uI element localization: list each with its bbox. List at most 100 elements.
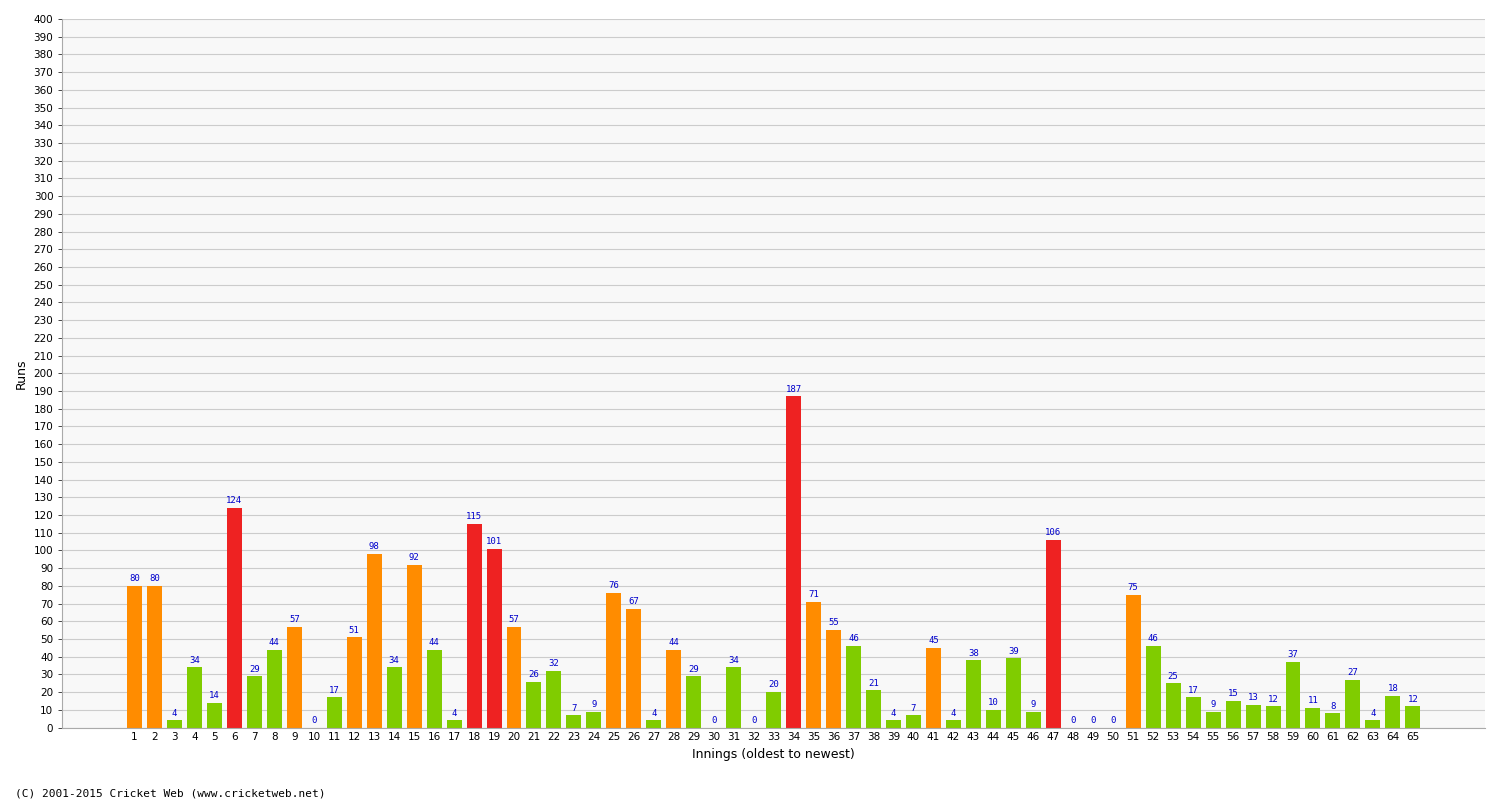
Bar <box>1365 721 1380 727</box>
Bar <box>1026 712 1041 727</box>
Text: 4: 4 <box>651 709 657 718</box>
Bar <box>766 692 782 727</box>
Text: 32: 32 <box>549 659 560 668</box>
Text: 101: 101 <box>486 537 502 546</box>
Bar <box>406 565 422 727</box>
Text: 18: 18 <box>1388 684 1398 693</box>
Text: 12: 12 <box>1407 694 1418 704</box>
Bar <box>567 715 582 727</box>
Bar <box>1146 646 1161 727</box>
Bar <box>226 508 242 727</box>
Text: 21: 21 <box>868 678 879 688</box>
Text: 4: 4 <box>452 709 458 718</box>
Bar <box>426 650 441 727</box>
Y-axis label: Runs: Runs <box>15 358 28 389</box>
Bar <box>346 638 362 727</box>
Bar <box>507 626 522 727</box>
Text: 38: 38 <box>968 649 980 658</box>
Bar <box>865 690 880 727</box>
Text: 187: 187 <box>786 385 801 394</box>
Text: 0: 0 <box>312 716 316 725</box>
Bar <box>286 626 302 727</box>
Text: 37: 37 <box>1287 650 1299 659</box>
Bar <box>526 682 542 727</box>
Text: 80: 80 <box>129 574 140 583</box>
Bar <box>1007 658 1022 727</box>
Bar <box>546 671 561 727</box>
Text: 10: 10 <box>988 698 999 707</box>
Text: 45: 45 <box>928 636 939 646</box>
Bar <box>387 667 402 727</box>
Text: 57: 57 <box>290 615 300 624</box>
Text: 80: 80 <box>148 574 160 583</box>
Text: 17: 17 <box>328 686 339 695</box>
Text: 4: 4 <box>951 709 956 718</box>
Bar <box>366 554 381 727</box>
Text: 0: 0 <box>1090 716 1096 725</box>
Text: 44: 44 <box>429 638 439 647</box>
Bar <box>1245 705 1260 727</box>
Text: 9: 9 <box>1210 700 1216 709</box>
Text: 20: 20 <box>768 681 778 690</box>
Bar <box>248 676 262 727</box>
Text: 76: 76 <box>609 582 619 590</box>
Text: 44: 44 <box>268 638 279 647</box>
Bar <box>946 721 962 727</box>
Text: 4: 4 <box>172 709 177 718</box>
Text: 55: 55 <box>828 618 839 627</box>
Text: 34: 34 <box>729 656 740 665</box>
Text: 7: 7 <box>572 703 576 713</box>
Text: 124: 124 <box>226 496 243 506</box>
Bar <box>786 396 801 727</box>
Bar <box>327 698 342 727</box>
Text: 4: 4 <box>1370 709 1376 718</box>
Bar <box>726 667 741 727</box>
Bar <box>1286 662 1300 727</box>
Text: 13: 13 <box>1248 693 1258 702</box>
Text: 34: 34 <box>189 656 200 665</box>
Text: 71: 71 <box>808 590 819 599</box>
Bar <box>486 549 501 727</box>
Text: 51: 51 <box>350 626 360 634</box>
Text: 106: 106 <box>1046 528 1062 537</box>
Bar <box>886 721 902 727</box>
Bar <box>646 721 662 727</box>
Text: 98: 98 <box>369 542 380 551</box>
Bar <box>687 676 702 727</box>
Text: 75: 75 <box>1128 583 1138 592</box>
Text: 46: 46 <box>847 634 859 643</box>
Text: 0: 0 <box>711 716 717 725</box>
Text: 0: 0 <box>1110 716 1116 725</box>
Text: 27: 27 <box>1347 668 1359 677</box>
Bar <box>1406 706 1420 727</box>
Bar <box>166 721 182 727</box>
Bar <box>1206 712 1221 727</box>
Bar <box>966 660 981 727</box>
Bar <box>267 650 282 727</box>
Bar <box>1226 701 1240 727</box>
Text: (C) 2001-2015 Cricket Web (www.cricketweb.net): (C) 2001-2015 Cricket Web (www.cricketwe… <box>15 788 326 798</box>
Bar <box>1346 680 1360 727</box>
Text: 0: 0 <box>752 716 756 725</box>
Bar <box>1326 714 1341 727</box>
Bar <box>447 721 462 727</box>
Text: 26: 26 <box>528 670 540 679</box>
Bar <box>1305 708 1320 727</box>
Text: 115: 115 <box>466 512 482 522</box>
Bar <box>466 524 482 727</box>
Text: 29: 29 <box>688 665 699 674</box>
Text: 67: 67 <box>628 598 639 606</box>
X-axis label: Innings (oldest to newest): Innings (oldest to newest) <box>693 748 855 761</box>
Bar <box>926 648 940 727</box>
Bar <box>1046 540 1060 727</box>
Bar <box>1125 594 1140 727</box>
Bar <box>666 650 681 727</box>
Text: 9: 9 <box>591 700 597 709</box>
Text: 15: 15 <box>1227 690 1239 698</box>
Text: 29: 29 <box>249 665 259 674</box>
Bar <box>827 630 842 727</box>
Text: 4: 4 <box>891 709 896 718</box>
Text: 0: 0 <box>1071 716 1076 725</box>
Text: 92: 92 <box>410 553 420 562</box>
Text: 14: 14 <box>209 691 220 700</box>
